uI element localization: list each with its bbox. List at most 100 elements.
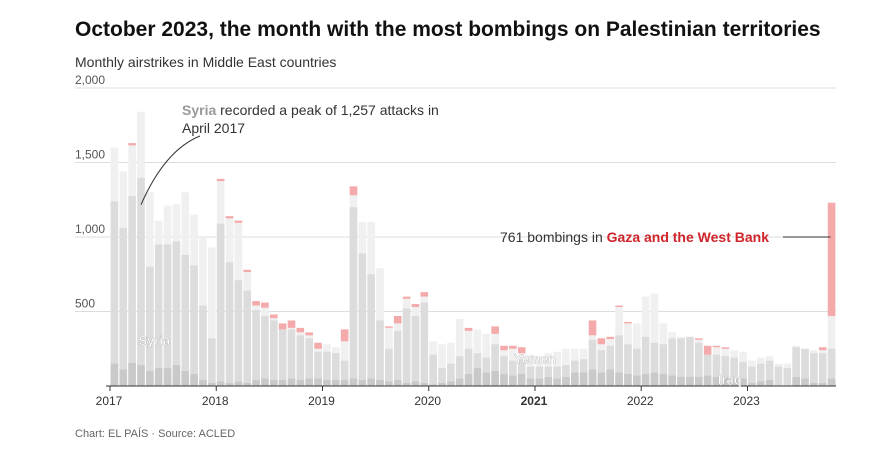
bar-iraq — [739, 378, 747, 386]
y-tick-label: 2,000 — [75, 73, 105, 87]
bar-iraq — [801, 378, 809, 386]
bar-palestine — [491, 326, 499, 334]
bar-iraq — [535, 378, 544, 386]
bar-palestine — [509, 345, 517, 349]
bar-iraq — [703, 375, 712, 386]
bar-iraq — [526, 378, 535, 386]
bar-other — [455, 318, 464, 386]
bar-palestine — [385, 326, 393, 328]
bar-iraq — [491, 371, 499, 386]
bar-syria — [756, 363, 765, 386]
bar-iraq — [818, 383, 827, 386]
bar-iraq — [562, 377, 570, 386]
bar-other — [650, 293, 659, 386]
bar-iraq — [278, 380, 287, 386]
bar-syria — [650, 342, 659, 386]
bar-palestine — [597, 338, 606, 345]
bar-iraq — [119, 369, 128, 386]
bar-syria — [181, 254, 190, 386]
bar-palestine — [588, 320, 597, 336]
bar-syria — [712, 354, 721, 386]
bar-syria — [154, 244, 163, 386]
bar-palestine — [721, 347, 730, 349]
bar-iraq — [376, 380, 384, 386]
bar-syria — [748, 366, 756, 386]
bar-iraq — [181, 371, 190, 386]
bar-syria — [252, 310, 260, 386]
bar-syria — [199, 305, 207, 386]
bar-syria — [509, 360, 517, 386]
bar-syria — [376, 320, 384, 386]
bar-palestine — [818, 347, 827, 351]
bar-palestine — [624, 321, 632, 324]
bar-iraq — [261, 378, 269, 386]
bar-iraq — [650, 372, 659, 386]
chart-source: Chart: EL PAÍS · Source: ACLED — [75, 428, 236, 440]
bar-syria — [562, 365, 570, 386]
gaza-annotation: 761 bombings in Gaza and the West Bank — [500, 228, 769, 246]
series-label-yemen: Yemen — [514, 352, 556, 367]
bar-syria — [588, 339, 597, 386]
bar-iraq — [216, 381, 225, 386]
bar-syria — [818, 353, 827, 386]
bar-palestine — [340, 329, 349, 342]
bar-syria — [296, 335, 305, 386]
bar-iraq — [234, 381, 243, 386]
x-tick-label: 2020 — [414, 394, 441, 408]
bar-iraq — [340, 380, 349, 386]
bar-iraq — [482, 372, 491, 386]
x-tick-label: 2018 — [202, 394, 229, 408]
bar-iraq — [163, 368, 172, 386]
bar-iraq — [358, 380, 367, 386]
bar-iraq — [314, 378, 322, 386]
bar-iraq — [420, 383, 429, 386]
x-tick-label: 2019 — [308, 394, 335, 408]
bar-iraq — [208, 383, 216, 386]
bar-iraq — [571, 372, 579, 386]
bar-syria — [385, 348, 393, 386]
bar-iraq — [517, 374, 526, 386]
bar-palestine — [225, 216, 234, 219]
bar-iraq — [792, 377, 800, 386]
bar-syria — [128, 196, 136, 386]
bar-syria — [783, 368, 792, 386]
bar-syria — [358, 253, 367, 386]
bar-iraq — [323, 380, 331, 386]
bar-iraq — [712, 377, 721, 386]
series-label-iraq: Iraq — [718, 372, 742, 387]
bar-iraq — [810, 383, 818, 386]
bar-syria — [544, 366, 553, 386]
bar-iraq — [730, 378, 738, 386]
bar-iraq — [110, 363, 119, 386]
bar-palestine — [402, 296, 411, 299]
bar-iraq — [411, 381, 420, 386]
bar-syria — [163, 244, 172, 386]
bar-syria — [349, 207, 358, 386]
bar-iraq — [225, 383, 234, 386]
bar-syria — [447, 363, 455, 386]
bar-iraq — [721, 378, 730, 386]
bar-syria — [340, 360, 349, 386]
bar-iraq — [615, 372, 623, 386]
bar-palestine — [615, 305, 623, 308]
bar-syria — [721, 356, 730, 386]
bar-iraq — [269, 380, 278, 386]
bar-palestine — [296, 327, 305, 333]
bar-syria — [208, 338, 216, 386]
bar-iraq — [756, 381, 765, 386]
bar-syria — [216, 223, 225, 386]
bar-syria — [774, 366, 783, 386]
bar-iraq — [438, 383, 446, 386]
x-tick-label: 2022 — [627, 394, 654, 408]
bar-iraq — [146, 371, 154, 386]
bar-iraq — [694, 377, 703, 386]
y-axis-labels: 500 1,000 1,500 2,000 — [75, 73, 105, 311]
bar-syria — [535, 366, 544, 386]
bar-syria — [464, 348, 473, 386]
bar-syria — [526, 366, 535, 386]
bar-syria — [686, 336, 694, 386]
bar-iraq — [641, 374, 650, 386]
bar-syria — [615, 335, 623, 386]
bar-iraq — [190, 374, 198, 386]
bar-palestine — [694, 338, 703, 340]
